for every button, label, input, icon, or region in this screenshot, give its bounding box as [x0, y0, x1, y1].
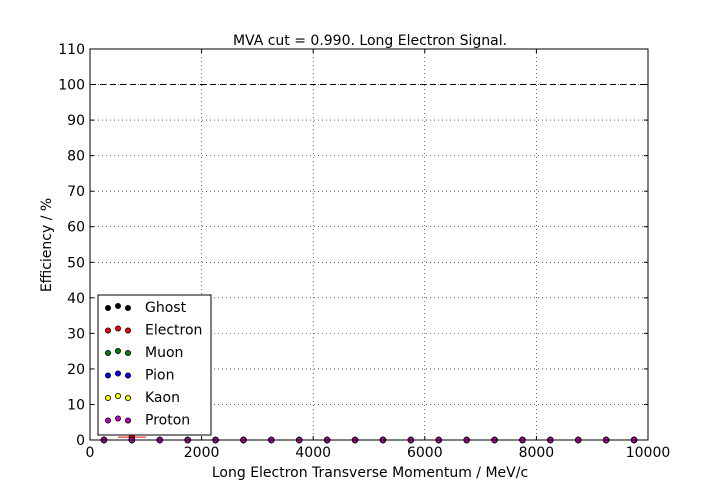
legend-kaon-label: Kaon [145, 390, 180, 406]
legend-proton-label: Proton [145, 413, 190, 429]
y-tick-label: 70 [67, 184, 85, 200]
y-tick-label: 40 [67, 291, 85, 307]
legend-proton-marker [125, 417, 132, 424]
legend-pion-marker [115, 370, 122, 377]
legend-muon-marker [125, 349, 132, 356]
legend-muon-marker [115, 347, 122, 354]
chart-title: MVA cut = 0.990. Long Electron Signal. [233, 33, 507, 49]
y-tick-label: 20 [67, 362, 85, 378]
x-tick-label: 10000 [626, 445, 671, 461]
legend-pion-label: Pion [145, 368, 174, 384]
legend-electron-label: Electron [145, 323, 202, 339]
legend-ghost-marker [115, 302, 122, 309]
x-tick-label: 6000 [407, 445, 443, 461]
y-tick-label: 110 [58, 42, 85, 58]
legend-electron-marker [115, 325, 122, 332]
x-axis-ticks: 0 2000 4000 6000 8000 10000 [86, 49, 671, 461]
x-tick-label: 4000 [295, 445, 331, 461]
legend-muon-label: Muon [145, 345, 183, 361]
legend-proton-marker [115, 415, 122, 422]
legend-pion-marker [105, 372, 112, 379]
legend-proton-marker [105, 417, 112, 424]
y-tick-label: 100 [58, 78, 85, 94]
y-tick-label: 30 [67, 326, 85, 342]
legend-ghost-marker [105, 304, 112, 311]
legend-electron-marker [105, 327, 112, 334]
y-tick-label: 50 [67, 255, 85, 271]
legend-kaon-marker [125, 394, 132, 401]
legend-kaon-marker [115, 392, 122, 399]
x-axis-label: Long Electron Transverse Momentum / MeV/… [212, 465, 528, 481]
x-tick-label: 2000 [184, 445, 220, 461]
legend-kaon-marker [105, 394, 112, 401]
y-tick-label: 90 [67, 113, 85, 129]
legend-electron-marker [125, 327, 132, 334]
y-tick-label: 0 [76, 433, 85, 449]
plot-frame [89, 48, 649, 441]
legend-ghost-marker [125, 304, 132, 311]
legend-muon-marker [105, 349, 112, 356]
x-tick-label: 8000 [519, 445, 555, 461]
legend-pion-marker [125, 372, 132, 379]
y-axis-label: Efficiency / % [39, 198, 55, 292]
legend-ghost-label: Ghost [145, 300, 187, 316]
y-axis-ticks: 0 10 20 30 40 50 60 70 80 90 100 110 [58, 42, 648, 449]
y-tick-label: 10 [67, 397, 85, 413]
error-bars [90, 434, 648, 443]
data-points [100, 433, 638, 444]
legend-box [97, 294, 212, 436]
y-tick-label: 60 [67, 220, 85, 236]
legend: Ghost Electron Muon Pion Kaon Proton [97, 294, 212, 436]
x-tick-label: 0 [86, 445, 95, 461]
y-tick-label: 80 [67, 149, 85, 165]
